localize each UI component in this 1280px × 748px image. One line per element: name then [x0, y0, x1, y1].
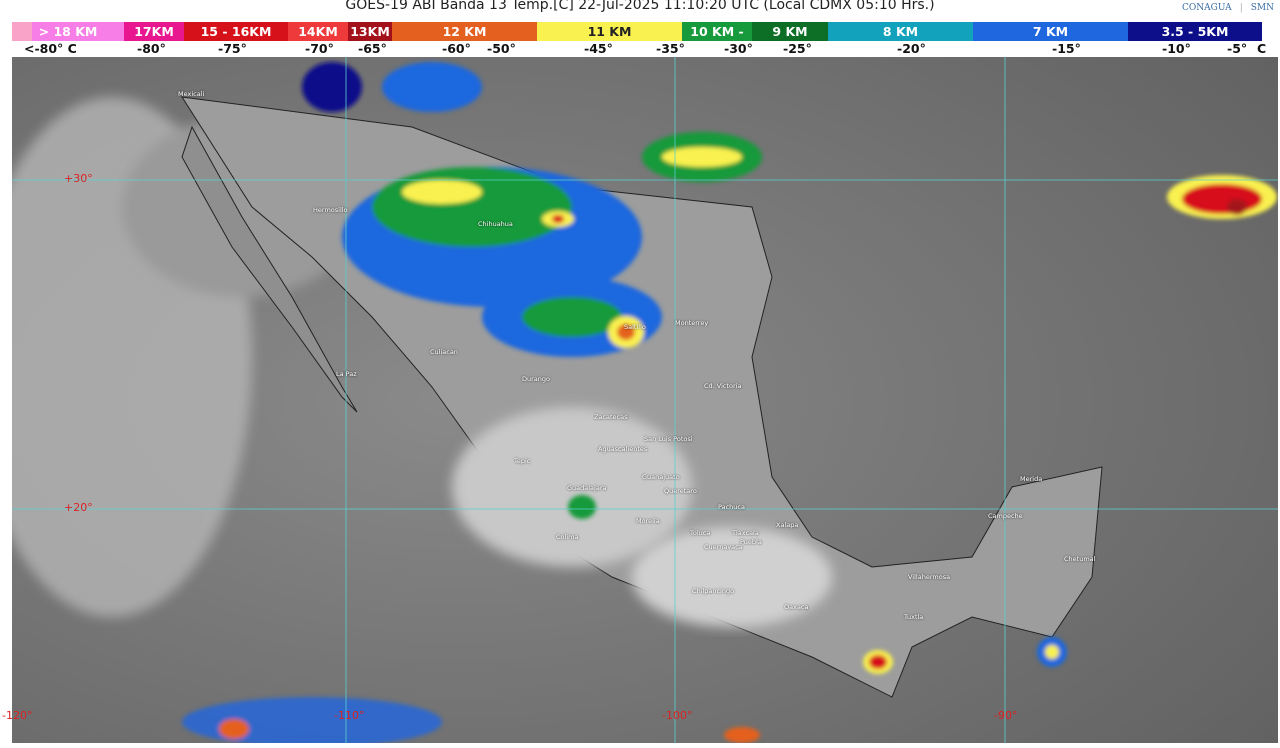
lat-lon-grid: [12, 57, 1278, 743]
conagua-logo: CONAGUA: [1182, 3, 1232, 13]
temperature-tick: -50°: [487, 41, 516, 56]
city-label: Tepic: [514, 457, 531, 465]
city-label: Tuxtla: [904, 613, 924, 621]
satellite-map: +30° +20° -120° -110° -100° -90° Mexical…: [0, 57, 1278, 747]
temperature-tick: <-80° C: [24, 41, 77, 56]
legend-segment: 11 KM: [537, 22, 682, 41]
city-label: Xalapa: [776, 521, 799, 529]
legend-segment: 13KM: [348, 22, 392, 41]
city-label: La Paz: [336, 370, 357, 378]
temperature-tick: -35°: [656, 41, 685, 56]
lat-label: +30°: [64, 172, 93, 185]
temperature-tick: -5°: [1227, 41, 1248, 56]
temperature-tick: -45°: [584, 41, 613, 56]
image-title: GOES-19 ABI Banda 13 Temp.[C] 22-Jul-202…: [345, 0, 935, 13]
temperature-tick: -25°: [783, 41, 812, 56]
city-label: Mexicali: [178, 90, 205, 98]
city-label: Oaxaca: [784, 603, 809, 611]
legend-segment: 7 KM: [973, 22, 1128, 41]
agency-logos: CONAGUA | SMN: [1182, 3, 1274, 13]
legend-segment: > 18 KM: [12, 22, 124, 41]
temperature-tick: -15°: [1052, 41, 1081, 56]
city-label: Cuernavaca: [704, 543, 743, 551]
legend-segment: 9 KM: [752, 22, 828, 41]
city-label: Pachuca: [718, 503, 745, 511]
temperature-tick: -70°: [305, 41, 334, 56]
city-label: Puebla: [740, 538, 762, 546]
city-label: Merida: [1020, 475, 1043, 483]
city-label: Guanajuato: [642, 473, 680, 481]
legend-segment: 3.5 - 5KM: [1128, 22, 1262, 41]
city-label: Culiacan: [430, 348, 458, 356]
city-label: Queretaro: [664, 487, 697, 495]
city-label: Villahermosa: [908, 573, 951, 581]
lon-label: -90°: [994, 709, 1018, 722]
temperature-tick: -30°: [724, 41, 753, 56]
city-label: Morelia: [636, 517, 660, 525]
city-label: Monterrey: [675, 319, 709, 327]
legend-segment: 15 - 16KM: [184, 22, 288, 41]
lat-label: +20°: [64, 501, 93, 514]
temperature-tick: -80°: [137, 41, 166, 56]
city-label: Chilpancingo: [692, 587, 735, 595]
legend-segment: 8 KM: [828, 22, 973, 41]
smn-logo: SMN: [1250, 3, 1274, 13]
city-label: Tlaxcala: [732, 529, 759, 537]
city-label: Aguascalientes: [598, 445, 648, 453]
city-label: Cd. Victoria: [704, 382, 742, 390]
temperature-scale: <-80° C -80° -75° -70° -65° -60° -50° -45° -35° -…: [0, 41, 1280, 57]
city-label: Guadalajara: [567, 484, 607, 492]
temperature-tick: -65°: [358, 41, 387, 56]
city-label: Zacatecas: [594, 413, 628, 421]
lon-label: -120°: [2, 709, 33, 722]
temperature-tick: -75°: [218, 41, 247, 56]
city-label: Colima: [556, 533, 579, 541]
city-label: Toluca: [690, 529, 711, 537]
city-label: Durango: [522, 375, 551, 383]
satellite-imagery: [0, 57, 1278, 747]
lon-label: -110°: [334, 709, 365, 722]
legend-segment: 14KM: [288, 22, 348, 41]
temperature-tick: -20°: [897, 41, 926, 56]
temperature-tick: -10°: [1162, 41, 1191, 56]
city-label: Chihuahua: [478, 220, 513, 228]
temperature-tick: C: [1257, 41, 1267, 56]
legend-segment: 12 KM: [392, 22, 537, 41]
legend-segment: 10 KM -: [682, 22, 752, 41]
cloud-tops: [182, 62, 1277, 747]
city-label: Hermosillo: [313, 206, 348, 214]
city-label: Chetumal: [1064, 555, 1096, 563]
lon-label: -100°: [662, 709, 693, 722]
legend-segment: 17KM: [124, 22, 184, 41]
city-label: San Luis Potosi: [644, 435, 693, 443]
city-label: Campeche: [988, 512, 1023, 520]
city-label: Saltillo: [624, 323, 646, 331]
temperature-tick: -60°: [442, 41, 471, 56]
color-legend: > 18 KM 17KM 15 - 16KM 14KM 13KM 12 KM 11 KM 10…: [12, 22, 1280, 41]
